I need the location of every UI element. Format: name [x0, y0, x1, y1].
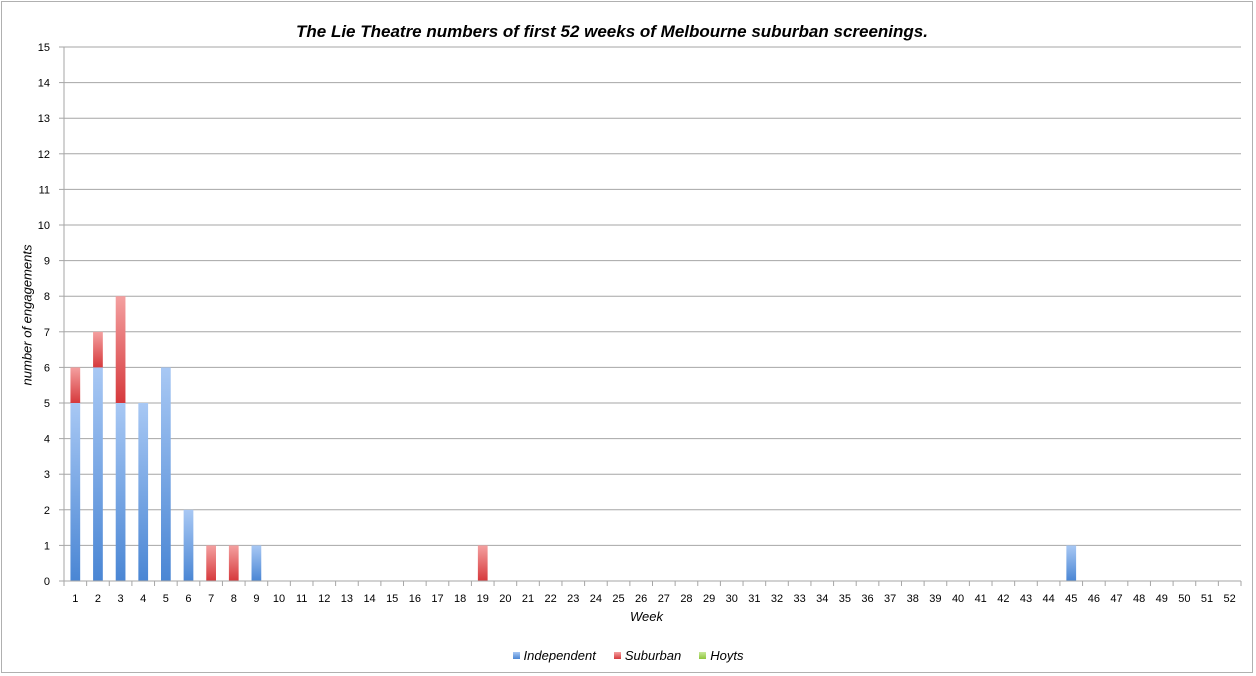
bar-suburban-week-1 — [70, 367, 81, 403]
x-tick-label: 36 — [861, 593, 873, 605]
x-tick-label: 42 — [997, 593, 1009, 605]
x-tick-label: 13 — [341, 593, 353, 605]
legend-item-hoyts: Hoyts — [699, 645, 743, 665]
legend-label: Suburban — [624, 647, 682, 663]
x-tick-label: 17 — [431, 593, 443, 605]
bar-independent-week-1 — [70, 403, 81, 581]
bar-independent-week-2 — [93, 367, 103, 581]
y-tick-label: 2 — [44, 505, 50, 517]
x-tick-label: 38 — [907, 593, 919, 605]
legend-swatch — [512, 651, 520, 659]
legend-label: Independent — [523, 647, 596, 663]
y-tick-label: 3 — [44, 469, 50, 481]
x-tick-label: 34 — [816, 593, 828, 605]
x-tick-label: 35 — [839, 593, 851, 605]
x-tick-label: 43 — [1020, 593, 1032, 605]
y-tick-label: 12 — [38, 149, 50, 161]
x-tick-label: 6 — [185, 593, 191, 605]
x-tick-label: 23 — [567, 593, 579, 605]
x-tick-label: 50 — [1178, 593, 1190, 605]
x-tick-label: 52 — [1224, 593, 1236, 605]
y-tick-label: 0 — [44, 576, 50, 588]
x-tick-label: 46 — [1088, 593, 1100, 605]
y-tick-label: 13 — [38, 113, 50, 125]
x-tick-label: 3 — [118, 593, 124, 605]
x-tick-label: 16 — [409, 593, 421, 605]
bar-suburban-week-19 — [477, 545, 488, 581]
x-tick-label: 22 — [545, 593, 557, 605]
x-tick-label: 10 — [273, 593, 285, 605]
x-tick-label: 37 — [884, 593, 896, 605]
bar-suburban-week-7 — [206, 545, 216, 581]
x-tick-label: 28 — [680, 593, 692, 605]
bar-independent-week-5 — [160, 367, 171, 581]
bar-suburban-week-8 — [228, 545, 239, 581]
x-tick-label: 19 — [477, 593, 489, 605]
bar-suburban-week-3 — [115, 296, 126, 403]
x-tick-label: 31 — [748, 593, 760, 605]
x-tick-label: 15 — [386, 593, 398, 605]
y-tick-label: 6 — [44, 362, 50, 374]
bar-independent-week-9 — [251, 545, 262, 581]
x-tick-label: 30 — [726, 593, 738, 605]
x-tick-label: 14 — [363, 593, 375, 605]
x-tick-label: 40 — [952, 593, 964, 605]
x-tick-label: 20 — [499, 593, 511, 605]
chart-legend: Independent Suburban Hoyts — [0, 645, 1256, 665]
x-tick-label: 4 — [140, 593, 146, 605]
y-tick-label: 4 — [44, 434, 50, 446]
x-tick-label: 27 — [658, 593, 670, 605]
bar-suburban-week-2 — [93, 331, 103, 368]
x-tick-label: 9 — [253, 593, 259, 605]
x-tick-label: 25 — [612, 593, 624, 605]
x-tick-label: 24 — [590, 593, 602, 605]
y-tick-label: 9 — [44, 256, 50, 268]
legend-swatch — [613, 651, 621, 659]
bar-independent-week-45 — [1066, 545, 1077, 581]
x-tick-label: 47 — [1110, 593, 1122, 605]
x-tick-label: 26 — [635, 593, 647, 605]
y-tick-label: 7 — [44, 327, 50, 339]
bar-independent-week-3 — [115, 403, 126, 581]
x-tick-label: 1 — [72, 593, 78, 605]
x-tick-label: 12 — [318, 593, 330, 605]
x-axis-label: Week — [630, 609, 663, 624]
x-tick-label: 8 — [231, 593, 237, 605]
bar-independent-week-6 — [183, 509, 194, 581]
y-tick-label: 11 — [39, 184, 50, 196]
x-tick-label: 39 — [929, 593, 941, 605]
x-tick-label: 32 — [771, 593, 783, 605]
chart-title: The Lie Theatre numbers of first 52 week… — [296, 22, 928, 41]
x-tick-label: 18 — [454, 593, 466, 605]
legend-swatch — [699, 651, 707, 659]
x-tick-label: 41 — [975, 593, 987, 605]
x-tick-label: 11 — [296, 593, 307, 605]
y-tick-label: 10 — [38, 220, 50, 232]
legend-item-independent: Independent — [512, 645, 596, 665]
y-tick-label: 5 — [44, 398, 50, 410]
x-tick-label: 45 — [1065, 593, 1077, 605]
legend-label: Hoyts — [710, 647, 744, 663]
y-tick-label: 8 — [44, 291, 50, 303]
x-tick-label: 2 — [95, 593, 101, 605]
x-tick-label: 29 — [703, 593, 715, 605]
y-tick-label: 14 — [38, 78, 50, 90]
x-tick-label: 5 — [163, 593, 169, 605]
x-tick-label: 21 — [522, 593, 534, 605]
x-tick-label: 44 — [1042, 593, 1054, 605]
x-tick-label: 51 — [1201, 593, 1213, 605]
y-tick-label: 1 — [44, 540, 50, 552]
x-tick-label: 7 — [208, 593, 214, 605]
x-tick-label: 48 — [1133, 593, 1145, 605]
x-tick-label: 49 — [1156, 593, 1168, 605]
legend-item-suburban: Suburban — [613, 645, 682, 665]
bar-independent-week-4 — [138, 403, 149, 581]
y-tick-label: 15 — [38, 42, 50, 54]
x-tick-label: 33 — [794, 593, 806, 605]
